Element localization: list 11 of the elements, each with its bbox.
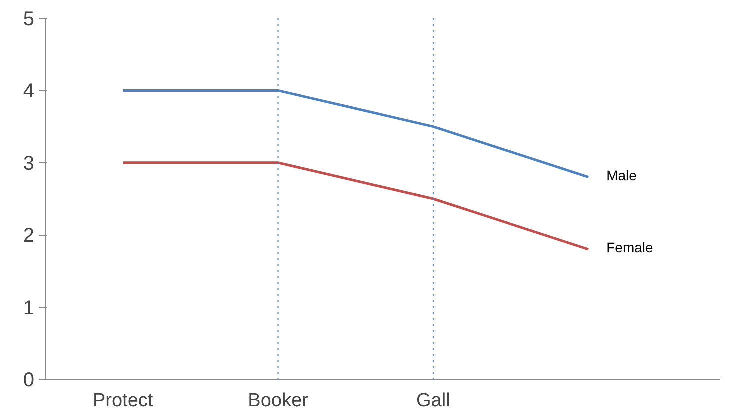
y-tick-label: 5 xyxy=(23,8,34,30)
y-tick-label: 0 xyxy=(23,370,34,392)
y-tick-label: 3 xyxy=(23,152,34,175)
x-tick-label: Gall xyxy=(416,390,450,412)
x-tick-label: Protect xyxy=(92,390,154,412)
x-tick-label: Booker xyxy=(248,390,310,412)
y-tick-label: 2 xyxy=(23,225,34,248)
series-label: Female xyxy=(606,240,654,256)
y-tick-label: 1 xyxy=(23,297,34,320)
y-tick-label: 4 xyxy=(23,80,34,103)
series-label: Male xyxy=(606,167,638,184)
